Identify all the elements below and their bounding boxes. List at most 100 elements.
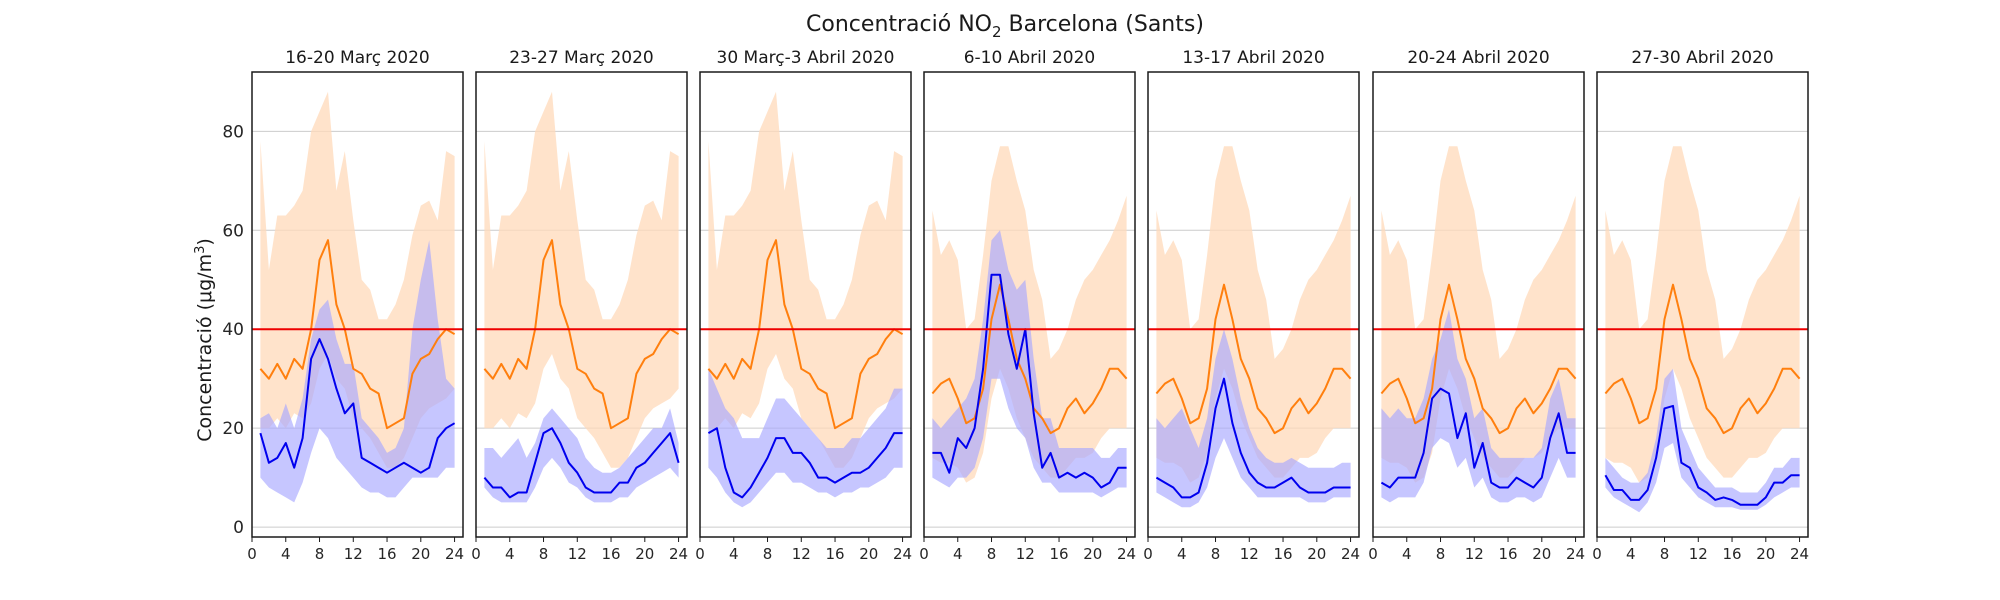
panel-title: 13-17 Abril 2020	[1182, 48, 1324, 68]
current-line	[1155, 377, 1351, 499]
x-tick-label: 4	[953, 545, 963, 563]
x-tick-label: 24	[1341, 545, 1360, 563]
x-tick-label: 24	[669, 545, 688, 563]
panel-frame	[251, 71, 464, 538]
panel-frame	[699, 71, 912, 538]
panel-frame	[1596, 71, 1809, 538]
x-tick-label: 24	[1566, 545, 1585, 563]
current-band	[1156, 329, 1351, 508]
reference-line	[1604, 283, 1801, 435]
y-axis-title-main: Concentració (μg/m	[194, 254, 216, 442]
x-tick-label: 0	[919, 545, 929, 563]
x-tick-label: 4	[729, 545, 739, 563]
current-line	[932, 273, 1127, 489]
x-tick-label: 0	[1592, 545, 1602, 563]
chart-title-main: Concentració NO	[806, 12, 992, 37]
x-tick-label: 24	[1117, 545, 1136, 563]
current-line	[707, 427, 903, 499]
reference-line	[1155, 283, 1352, 435]
panel-title: 6-10 Abril 2020	[964, 48, 1096, 68]
x-tick-label: 8	[1660, 545, 1670, 563]
x-tick-label: 0	[247, 545, 257, 563]
panel-title: 30 Març-3 Abril 2020	[717, 48, 895, 68]
x-tick-label: 24	[445, 545, 464, 563]
panel-frame	[1372, 71, 1585, 538]
reference-line	[259, 239, 456, 430]
panel-3: 0 4 8 12 16 20 24 30 Març-3 Abril 2020	[695, 48, 912, 563]
current-band	[1381, 309, 1576, 503]
x-tick-label: 16	[601, 545, 620, 563]
y-tick-label: 80	[222, 122, 244, 142]
panel-title: 20-24 Abril 2020	[1407, 48, 1549, 68]
panel-6: 0 4 8 12 16 20 24 20-24 Abril 2020	[1368, 48, 1585, 563]
x-tick-label: 0	[1368, 545, 1378, 563]
x-tick-label: 12	[1240, 545, 1259, 563]
reference-line	[483, 239, 680, 430]
x-tick-label: 4	[281, 545, 291, 563]
reference-line	[1380, 283, 1577, 435]
y-tick-label: 0	[233, 518, 244, 538]
x-tick-label: 20	[859, 545, 878, 563]
reference-line	[931, 283, 1128, 435]
x-tick-label: 16	[377, 545, 396, 563]
y-axis-title: Concentració (μg/m3)	[193, 238, 216, 442]
x-tick-label: 12	[1465, 545, 1484, 563]
reference-band	[1605, 146, 1800, 483]
x-tick-label: 12	[568, 545, 587, 563]
x-tick-label: 16	[825, 545, 844, 563]
current-line	[1604, 404, 1800, 506]
panel-title: 23-27 Març 2020	[509, 48, 654, 68]
x-tick-label: 20	[1532, 545, 1551, 563]
y-axis-title-superscript: 3	[193, 246, 208, 254]
x-tick-label: 20	[1756, 545, 1775, 563]
panel-frame	[475, 71, 688, 538]
x-tick-label: 12	[1016, 545, 1035, 563]
x-tick-label: 12	[792, 545, 811, 563]
x-tick-label: 24	[893, 545, 912, 563]
x-tick-label: 12	[344, 545, 363, 563]
current-line	[259, 338, 456, 474]
chart-title-rest: Barcelona (Sants)	[1002, 12, 1204, 37]
panel-title: 16-20 Març 2020	[285, 48, 430, 68]
panel-1: 0 4 8 12 16 20 24 0 20 40 60 80 16-20 Març 2020	[222, 48, 464, 563]
reference-line	[707, 239, 904, 430]
x-tick-label: 8	[987, 545, 997, 563]
x-tick-label: 4	[1177, 545, 1187, 563]
current-band	[1605, 368, 1800, 513]
panel-2: 0 4 8 12 16 20 24 23-27 Març 2020	[471, 48, 688, 563]
x-tick-label: 8	[315, 545, 325, 563]
y-tick-label: 20	[222, 419, 244, 439]
x-tick-label: 4	[1402, 545, 1412, 563]
x-tick-label: 8	[539, 545, 549, 563]
x-tick-label: 0	[695, 545, 705, 563]
panel-5: 0 4 8 12 16 20 24 13-17 Abril 2020	[1143, 48, 1360, 563]
x-tick-label: 4	[505, 545, 515, 563]
x-tick-label: 20	[635, 545, 654, 563]
x-tick-label: 8	[1211, 545, 1221, 563]
panel-7: 0 4 8 12 16 20 24 27-30 Abril 2020	[1592, 48, 1809, 563]
x-tick-label: 16	[1273, 545, 1292, 563]
reference-band	[484, 91, 679, 468]
y-tick-label: 40	[222, 320, 244, 340]
current-band	[260, 240, 455, 503]
reference-band	[708, 91, 903, 468]
chart-title-subscript: 2	[992, 23, 1002, 41]
x-tick-label: 20	[1307, 545, 1326, 563]
panel-frame	[1147, 71, 1360, 538]
x-tick-label: 8	[763, 545, 773, 563]
x-tick-label: 8	[1436, 545, 1446, 563]
x-tick-label: 20	[411, 545, 430, 563]
panel-4: 0 4 8 12 16 20 24 6-10 Abril 2020	[919, 48, 1136, 563]
y-tick-label: 60	[222, 221, 244, 241]
x-tick-label: 24	[1790, 545, 1809, 563]
x-tick-label: 16	[1722, 545, 1741, 563]
current-line	[483, 427, 680, 499]
panel-title: 27-30 Abril 2020	[1631, 48, 1773, 68]
x-tick-label: 4	[1626, 545, 1636, 563]
chart-title: Concentració NO2 Barcelona (Sants)	[806, 12, 1204, 41]
x-tick-label: 0	[471, 545, 481, 563]
current-line	[1380, 387, 1576, 489]
panel-frame	[923, 71, 1136, 538]
